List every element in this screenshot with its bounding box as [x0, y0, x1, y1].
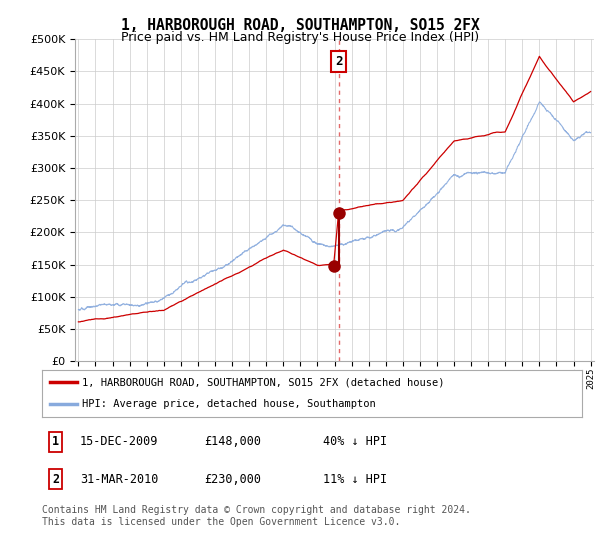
Text: 1, HARBOROUGH ROAD, SOUTHAMPTON, SO15 2FX: 1, HARBOROUGH ROAD, SOUTHAMPTON, SO15 2F…: [121, 18, 479, 33]
Text: 1: 1: [52, 436, 59, 449]
Text: 40% ↓ HPI: 40% ↓ HPI: [323, 436, 387, 449]
Text: Contains HM Land Registry data © Crown copyright and database right 2024.
This d: Contains HM Land Registry data © Crown c…: [42, 505, 471, 527]
Text: 31-MAR-2010: 31-MAR-2010: [80, 473, 158, 486]
Text: 1, HARBOROUGH ROAD, SOUTHAMPTON, SO15 2FX (detached house): 1, HARBOROUGH ROAD, SOUTHAMPTON, SO15 2F…: [83, 377, 445, 388]
Text: £148,000: £148,000: [204, 436, 261, 449]
Text: Price paid vs. HM Land Registry's House Price Index (HPI): Price paid vs. HM Land Registry's House …: [121, 31, 479, 44]
Text: HPI: Average price, detached house, Southampton: HPI: Average price, detached house, Sout…: [83, 399, 376, 409]
Text: 15-DEC-2009: 15-DEC-2009: [80, 436, 158, 449]
Text: 2: 2: [52, 473, 59, 486]
Text: 11% ↓ HPI: 11% ↓ HPI: [323, 473, 387, 486]
Text: 2: 2: [335, 55, 343, 68]
Text: £230,000: £230,000: [204, 473, 261, 486]
